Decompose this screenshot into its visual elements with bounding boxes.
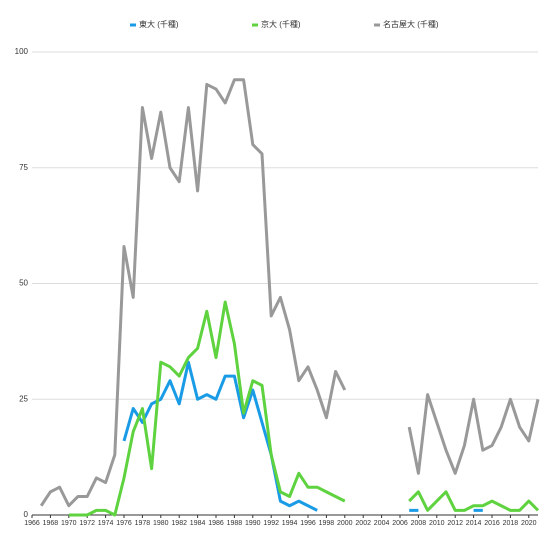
y-tick-label: 100 (15, 47, 29, 56)
x-tick-label: 1978 (135, 520, 151, 527)
x-tick-label: 1984 (190, 520, 206, 527)
x-tick-label: 2006 (392, 520, 408, 527)
x-tick-label: 2002 (355, 520, 371, 527)
y-tick-label: 50 (19, 279, 28, 288)
x-tick-label: 1996 (300, 520, 316, 527)
x-tick-label: 2018 (503, 520, 519, 527)
legend-label: 京大 (千種) (261, 19, 301, 29)
y-tick-label: 25 (19, 394, 28, 403)
legend-label: 名古屋大 (千種) (383, 19, 439, 29)
x-tick-label: 1994 (282, 520, 298, 527)
series-line (39, 78, 540, 508)
x-tick-label: 1968 (43, 520, 59, 527)
y-tick-label: 75 (19, 163, 28, 172)
x-tick-label: 2004 (374, 520, 390, 527)
x-tick-label: 1976 (116, 520, 132, 527)
legend-label: 東大 (千種) (139, 19, 179, 29)
x-tick-label: 2000 (337, 520, 353, 527)
x-tick-label: 2014 (466, 520, 482, 527)
x-tick-label: 1998 (319, 520, 335, 527)
x-tick-label: 2020 (521, 520, 537, 527)
series-line (122, 360, 483, 512)
series-line (68, 300, 540, 517)
x-tick-label: 1988 (227, 520, 243, 527)
x-tick-label: 1972 (79, 520, 95, 527)
x-tick-label: 1980 (153, 520, 169, 527)
x-tick-label: 1974 (98, 520, 114, 527)
x-tick-label: 1970 (61, 520, 77, 527)
x-tick-label: 1992 (263, 520, 279, 527)
x-tick-label: 2008 (411, 520, 427, 527)
y-tick-label: 0 (24, 510, 29, 519)
x-tick-label: 1990 (245, 520, 261, 527)
x-tick-label: 1966 (24, 520, 40, 527)
x-tick-label: 2010 (429, 520, 445, 527)
x-tick-label: 1982 (171, 520, 187, 527)
x-tick-label: 2016 (484, 520, 500, 527)
x-tick-label: 2012 (447, 520, 463, 527)
x-tick-label: 1986 (208, 520, 224, 527)
